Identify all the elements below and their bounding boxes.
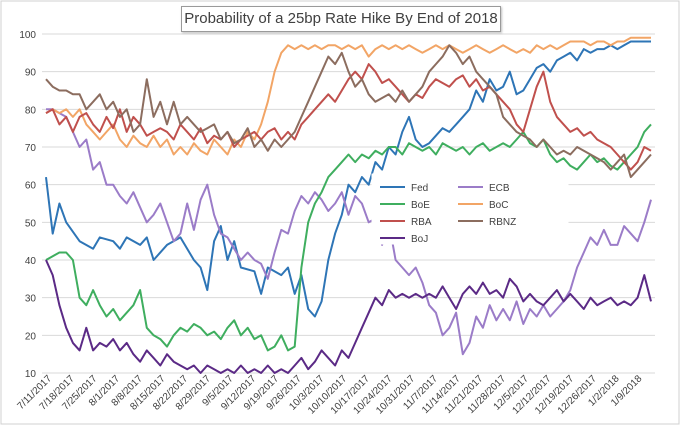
y-tick-label: 10 <box>25 369 37 380</box>
legend-label: BoE <box>411 200 430 211</box>
legend-label: RBNZ <box>489 217 516 228</box>
series-line-rbnz <box>45 44 652 179</box>
series-line-rba <box>45 63 652 171</box>
y-tick-label: 80 <box>25 105 37 116</box>
legend <box>371 173 569 245</box>
y-tick-label: 60 <box>25 181 37 192</box>
chart-title: Probability of a 25bp Rate Hike By End o… <box>181 6 501 32</box>
legend-label: BoJ <box>411 234 428 245</box>
series-line-boj <box>45 259 652 374</box>
series-line-boc <box>45 36 651 156</box>
series-line-ecb <box>46 108 652 356</box>
legend-label: Fed <box>411 183 428 194</box>
y-tick-label: 100 <box>19 30 36 41</box>
legend-label: ECB <box>489 183 510 194</box>
y-tick-label: 30 <box>25 294 37 305</box>
y-tick-label: 70 <box>25 143 37 154</box>
legend-label: BoC <box>489 200 508 211</box>
y-tick-label: 20 <box>25 331 37 342</box>
series-line-boe <box>45 123 652 352</box>
legend-label: RBA <box>411 217 432 228</box>
y-tick-label: 50 <box>25 218 37 229</box>
y-tick-label: 90 <box>25 68 37 79</box>
y-tick-label: 40 <box>25 256 37 267</box>
